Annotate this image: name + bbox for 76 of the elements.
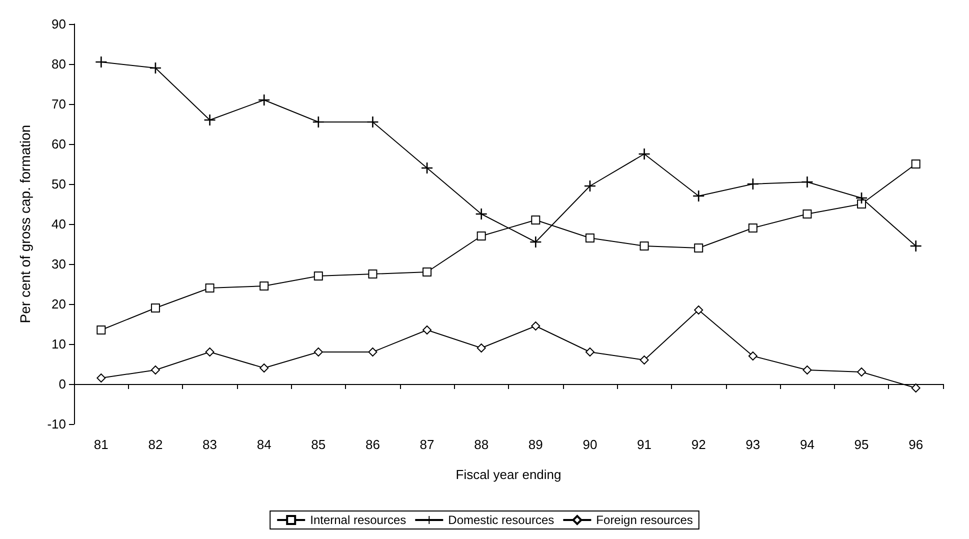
point: [531, 216, 540, 224]
x-tick-label: 96: [908, 437, 924, 452]
point: [205, 348, 214, 356]
x-tick-label: 90: [582, 437, 598, 452]
point: [368, 348, 378, 356]
point: [802, 366, 812, 374]
point: [204, 114, 216, 126]
y-tick-label: 30: [52, 256, 66, 272]
point: [150, 304, 160, 312]
x-tick-label: 86: [365, 437, 380, 452]
point: [911, 160, 920, 168]
y-axis-title: Per cent of gross cap. formation: [17, 124, 33, 324]
x-tick-label: 87: [420, 437, 434, 452]
point: [531, 322, 540, 330]
point: [205, 284, 214, 292]
point: [422, 326, 432, 334]
x-tick-label: 94: [800, 437, 814, 452]
y-tick-label: 60: [52, 136, 66, 152]
point: [258, 94, 270, 106]
y-tick-label: 90: [52, 16, 66, 32]
point: [747, 178, 758, 190]
point: [260, 364, 269, 372]
point: [640, 242, 649, 250]
point: [748, 224, 758, 232]
point: [530, 236, 542, 248]
point: [638, 148, 650, 160]
x-tick-label: 85: [311, 437, 326, 452]
point: [748, 352, 758, 360]
point: [367, 116, 378, 128]
point: [857, 368, 866, 376]
point: [476, 344, 486, 352]
legend-label: Foreign resources: [596, 513, 693, 527]
legend-label: Internal resources: [310, 513, 406, 527]
point: [640, 356, 649, 364]
x-tick-label: 92: [691, 437, 706, 452]
point: [476, 232, 486, 240]
point: [312, 116, 324, 128]
x-axis-title: Fiscal year ending: [456, 467, 562, 482]
y-tick-label: 40: [52, 216, 66, 232]
y-tick-label: 80: [52, 56, 66, 72]
y-tick-label: 70: [52, 96, 66, 112]
x-tick-label: 93: [746, 437, 760, 452]
point: [910, 240, 922, 252]
legend-label: Domestic resources: [448, 513, 554, 527]
point: [802, 210, 812, 218]
y-tick-label: -10: [47, 416, 66, 432]
point: [585, 348, 594, 356]
point: [857, 200, 866, 208]
point: [150, 366, 160, 374]
point: [314, 348, 323, 356]
point: [911, 384, 920, 392]
x-tick-label: 88: [474, 437, 489, 452]
x-tick-label: 91: [637, 437, 652, 452]
point: [96, 56, 107, 68]
point: [585, 234, 594, 242]
x-tick-label: 82: [148, 437, 163, 452]
point: [96, 326, 106, 334]
point: [260, 282, 269, 290]
point: [422, 268, 432, 276]
y-tick-label: 50: [52, 176, 66, 192]
x-tick-label: 89: [528, 437, 543, 452]
point: [694, 244, 704, 252]
point: [96, 374, 106, 382]
x-tick-label: 83: [202, 437, 218, 452]
x-tick-label: 95: [854, 437, 869, 452]
point: [693, 190, 704, 202]
y-tick-label: 20: [52, 296, 66, 312]
x-tick-label: 84: [256, 437, 272, 452]
point: [802, 176, 813, 188]
y-tick-label: 0: [58, 376, 66, 392]
y-tick-label: 10: [52, 336, 66, 352]
point: [694, 306, 704, 314]
point: [314, 272, 323, 280]
point: [476, 208, 487, 220]
x-tick-label: 81: [94, 437, 108, 452]
point: [368, 270, 378, 278]
